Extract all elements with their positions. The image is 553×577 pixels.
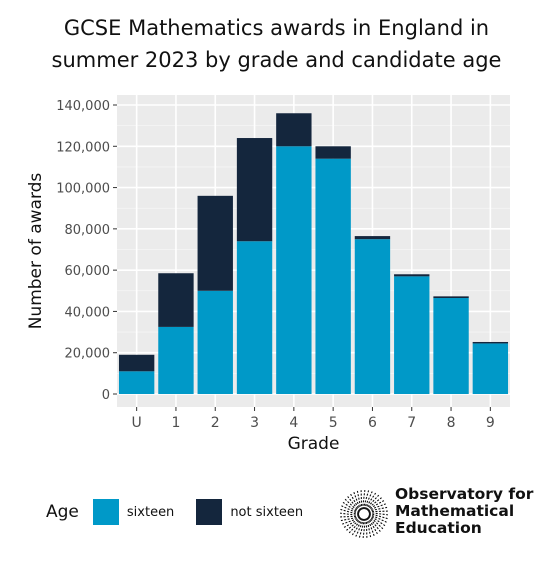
logo-ray [365,518,368,538]
y-tick-label: 20,000 [65,347,111,362]
brand-logo: Observatory for Mathematical Education [335,486,545,542]
bar-sixteen-9 [472,343,509,394]
bar-not-sixteen-6 [354,236,391,240]
y-axis-label: Number of awards [26,173,46,330]
bar-sixteen-8 [433,298,469,394]
legend-label-not-sixteen: not sixteen [230,504,304,520]
y-tick-label: 140,000 [56,99,110,114]
bar-sixteen-3 [236,241,273,394]
x-tick-label: 8 [447,415,456,431]
x-tick-label: 6 [368,415,377,431]
logo-ray [362,518,367,539]
bar-not-sixteen-U [118,354,155,372]
bar-not-sixteen-2 [197,195,233,291]
bar-not-sixteen-3 [236,138,273,242]
legend-label-sixteen: sixteen [126,504,175,520]
y-tick-label: 40,000 [65,305,111,320]
legend: Age sixteen not sixteen [46,497,325,527]
logo-ray [368,511,389,516]
bar-sixteen-7 [394,276,430,394]
y-tick-label: 0 [102,388,110,403]
x-tick-label: 4 [289,415,298,431]
brand-line-1: Observatory for [395,485,534,503]
x-tick-label: 5 [329,415,338,431]
x-tick-label: 1 [171,415,180,431]
legend-swatch-sixteen [92,499,119,525]
bar-not-sixteen-9 [472,341,509,344]
logo-ray [339,512,360,517]
chart-title-line-1: GCSE Mathematics awards in England in [63,16,490,40]
brand-line-2: Mathematical [395,502,515,520]
bar-sixteen-4 [276,146,312,394]
bar-not-sixteen-8 [433,296,469,299]
bar-sixteen-5 [315,158,351,394]
y-tick-label: 80,000 [65,223,111,238]
logo-ray [360,490,363,510]
x-tick-label: 2 [211,415,220,431]
bar-not-sixteen-1 [158,273,194,327]
y-tick-label: 60,000 [65,264,111,279]
starburst-logo-icon [339,489,389,539]
logo-ray [368,510,388,513]
y-tick-label: 100,000 [56,182,110,197]
brand-line-3: Education [395,519,482,537]
legend-title: Age [46,502,79,522]
bar-sixteen-6 [354,239,391,394]
x-tick-label: U [132,415,142,431]
x-tick-label: 3 [250,415,259,431]
bar-not-sixteen-7 [394,274,430,277]
brand-name: Observatory for Mathematical Education [395,486,533,537]
bar-sixteen-U [118,371,155,394]
logo-ray [361,489,366,510]
bar-sixteen-2 [197,290,233,394]
legend-swatch-not-sixteen [196,499,223,525]
x-tick-label: 7 [407,415,416,431]
x-axis-label: Grade [288,434,340,454]
y-tick-label: 120,000 [56,140,110,155]
bar-not-sixteen-5 [315,146,351,159]
x-tick-label: 9 [486,415,495,431]
logo-ray [340,515,360,518]
bar-not-sixteen-4 [276,113,312,147]
bar-sixteen-1 [158,326,194,394]
chart-title-line-2: summer 2023 by grade and candidate age [51,48,502,72]
